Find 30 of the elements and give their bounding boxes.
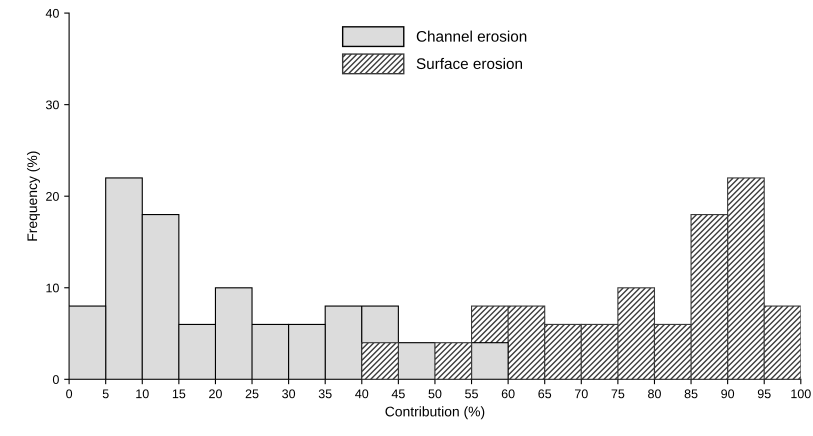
x-tick-label: 70	[574, 389, 588, 398]
x-tick-label: 85	[684, 389, 698, 398]
y-tick-label: 40	[46, 8, 59, 18]
x-tick-label: 45	[392, 390, 405, 398]
x-tick-label: 60	[502, 389, 515, 398]
x-tick-label: 10	[136, 389, 149, 398]
x-tick-label: 20	[209, 389, 222, 398]
x-tick-label: 5	[102, 390, 109, 398]
x-tick-label: 15	[172, 390, 186, 398]
x-tick-label: 50	[428, 389, 442, 398]
x-tick-label: 35	[318, 389, 332, 398]
x-tick-label: 95	[758, 389, 771, 398]
x-tick-label: 90	[721, 389, 734, 398]
x-tick-label: 0	[66, 389, 72, 398]
x-tick-label: 30	[282, 389, 296, 398]
x-tick-label: 75	[612, 390, 624, 398]
x-tick-label: 65	[538, 389, 552, 398]
x-tick-label: 100	[791, 389, 811, 398]
legend-label: Surface erosion	[416, 58, 522, 70]
y-tick-label: 30	[46, 100, 59, 110]
legend-label: Channel erosion	[416, 30, 526, 42]
y-tick-label: 10	[46, 284, 59, 292]
x-axis-title: Contribution (%)	[385, 406, 484, 420]
y-tick-label: 20	[46, 192, 59, 201]
x-tick-label: 80	[648, 389, 661, 398]
x-tick-label: 25	[246, 389, 258, 398]
y-axis-title: Frequency (%)	[26, 152, 40, 241]
y-tick-label: 0	[52, 375, 59, 384]
x-tick-label: 40	[355, 389, 368, 398]
x-tick-label: 55	[465, 390, 478, 398]
